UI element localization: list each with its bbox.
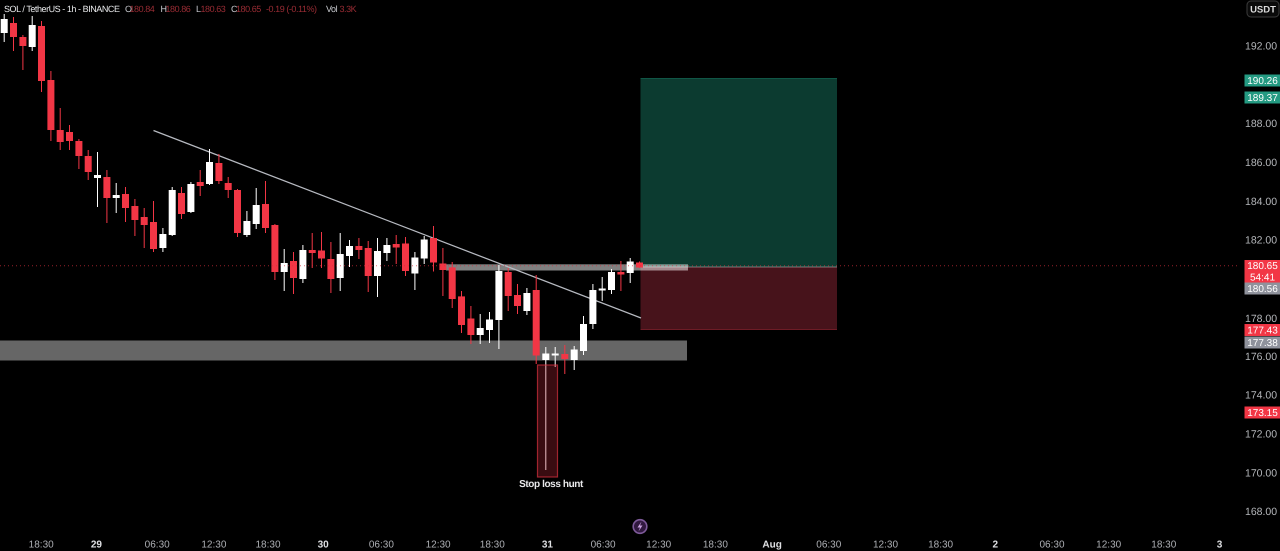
svg-text:18:30: 18:30	[928, 540, 953, 551]
svg-text:177.43: 177.43	[1247, 326, 1278, 337]
svg-text:12:30: 12:30	[646, 540, 671, 551]
svg-text:Stop loss hunt: Stop loss hunt	[519, 479, 584, 490]
svg-text:180.63: 180.63	[201, 4, 226, 14]
svg-text:Aug: Aug	[762, 540, 781, 551]
svg-text:186.00: 186.00	[1245, 157, 1277, 169]
svg-text:188.00: 188.00	[1245, 118, 1277, 130]
svg-text:18:30: 18:30	[1151, 540, 1176, 551]
svg-text:170.00: 170.00	[1245, 467, 1277, 479]
svg-text:180.65: 180.65	[1247, 261, 1278, 272]
svg-text:30: 30	[318, 540, 330, 551]
svg-text:06:30: 06:30	[591, 540, 616, 551]
svg-text:18:30: 18:30	[703, 540, 728, 551]
svg-text:SOL / TetherUS - 1h - BINANCE: SOL / TetherUS - 1h - BINANCE	[4, 4, 120, 14]
svg-text:06:30: 06:30	[816, 540, 841, 551]
svg-text:190.26: 190.26	[1247, 76, 1278, 87]
svg-text:C: C	[231, 4, 238, 14]
svg-text:06:30: 06:30	[145, 540, 170, 551]
svg-text:180.84: 180.84	[130, 4, 155, 14]
svg-text:174.00: 174.00	[1245, 390, 1277, 402]
svg-text:192.00: 192.00	[1245, 41, 1277, 53]
svg-text:USDT: USDT	[1250, 5, 1276, 16]
svg-text:12:30: 12:30	[873, 540, 898, 551]
svg-text:29: 29	[91, 540, 103, 551]
svg-text:3.3K: 3.3K	[340, 4, 357, 14]
svg-text:18:30: 18:30	[255, 540, 280, 551]
svg-text:177.38: 177.38	[1247, 338, 1278, 349]
svg-text:18:30: 18:30	[29, 540, 54, 551]
svg-text:12:30: 12:30	[201, 540, 226, 551]
svg-text:L: L	[196, 4, 201, 14]
svg-text:Vol: Vol	[326, 4, 338, 14]
svg-text:178.00: 178.00	[1245, 313, 1277, 325]
svg-text:180.86: 180.86	[166, 4, 191, 14]
svg-text:O: O	[125, 4, 132, 14]
svg-text:3: 3	[1217, 540, 1223, 551]
svg-text:182.00: 182.00	[1245, 235, 1277, 247]
svg-text:06:30: 06:30	[1039, 540, 1064, 551]
svg-text:173.15: 173.15	[1247, 408, 1278, 419]
svg-text:18:30: 18:30	[480, 540, 505, 551]
svg-text:180.65: 180.65	[236, 4, 261, 14]
svg-text:172.00: 172.00	[1245, 429, 1277, 441]
svg-text:06:30: 06:30	[369, 540, 394, 551]
svg-text:189.37: 189.37	[1247, 93, 1278, 104]
svg-text:12:30: 12:30	[426, 540, 451, 551]
svg-text:12:30: 12:30	[1096, 540, 1121, 551]
svg-text:31: 31	[542, 540, 554, 551]
svg-text:2: 2	[993, 540, 999, 551]
svg-text:180.56: 180.56	[1247, 284, 1278, 295]
svg-text:176.00: 176.00	[1245, 351, 1277, 363]
svg-text:54:41: 54:41	[1250, 272, 1275, 283]
svg-text:168.00: 168.00	[1245, 506, 1277, 518]
svg-text:184.00: 184.00	[1245, 196, 1277, 208]
svg-text:H: H	[161, 4, 168, 14]
svg-text:-0.19 (-0.11%): -0.19 (-0.11%)	[266, 4, 317, 14]
